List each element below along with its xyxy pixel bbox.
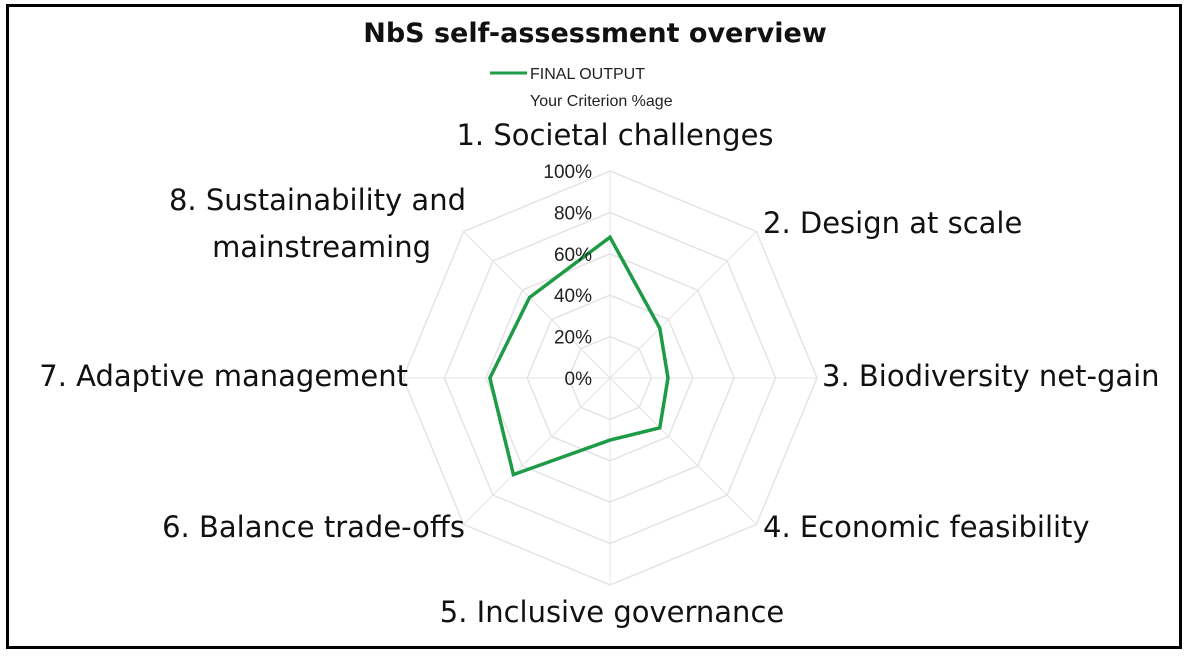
- category-label: 3. Biodiversity net-gain: [822, 359, 1160, 393]
- tick-label: 80%: [554, 203, 592, 224]
- category-label: 1. Societal challenges: [456, 118, 773, 152]
- category-label: 4. Economic feasibility: [763, 510, 1090, 544]
- series-point: [608, 438, 612, 442]
- chart-title: NbS self-assessment overview: [363, 18, 827, 49]
- series-line: [488, 234, 670, 477]
- radial-tick-labels: 0% 20% 40% 60% 80% 100%: [543, 162, 592, 390]
- legend-series-name: FINAL OUTPUT: [530, 66, 645, 83]
- category-label: 6. Balance trade-offs: [162, 510, 465, 544]
- category-label: 7. Adaptive management: [39, 359, 408, 393]
- series-point: [658, 426, 662, 430]
- grid-spoke: [463, 231, 611, 379]
- grid-spoke: [463, 377, 611, 525]
- series-point: [488, 376, 492, 380]
- legend-subtitle: Your Criterion %age: [530, 93, 673, 110]
- category-label: 2. Design at scale: [763, 206, 1022, 240]
- tick-label: 40%: [554, 286, 592, 307]
- category-labels: 1. Societal challenges 2. Design at scale…: [39, 118, 1159, 629]
- grid-spoke: [609, 231, 757, 379]
- tick-label: 0%: [565, 369, 593, 390]
- chart-frame: [6, 4, 1182, 649]
- series-point: [511, 473, 515, 477]
- tick-label: 20%: [554, 328, 592, 349]
- category-label: 8. Sustainability and mainstreaming: [169, 183, 466, 264]
- grid-spoke: [609, 377, 757, 525]
- legend: FINAL OUTPUT Your Criterion %age: [490, 66, 673, 110]
- radar-grid: [402, 170, 818, 586]
- radar-series: [488, 234, 670, 477]
- series-point: [528, 296, 531, 299]
- tick-label: 60%: [554, 245, 592, 266]
- series-point: [608, 235, 612, 239]
- category-label: 5. Inclusive governance: [440, 595, 784, 629]
- tick-label: 100%: [543, 162, 592, 183]
- series-point: [658, 326, 662, 330]
- series-point: [666, 376, 670, 380]
